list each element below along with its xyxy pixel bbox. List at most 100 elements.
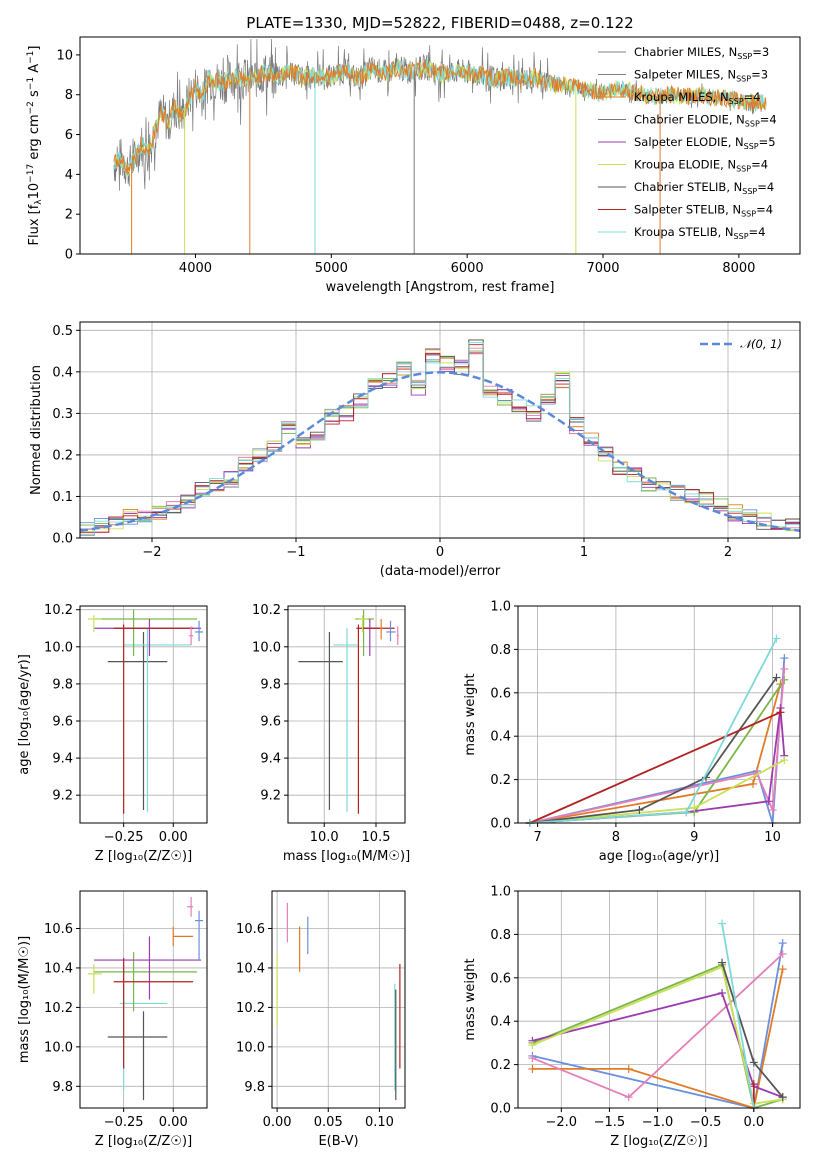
axes-frame <box>517 605 801 824</box>
y-tick-label: 8 <box>65 88 73 103</box>
series-point <box>749 1080 758 1089</box>
y-tick-label: 9.6 <box>260 714 281 729</box>
y-tick-label: 0.2 <box>52 448 73 463</box>
y-tick-label: 10.6 <box>44 922 73 937</box>
errorbar-marker <box>333 628 358 812</box>
y-tick-label: 9.8 <box>52 1080 73 1095</box>
y-tick-label: 0.1 <box>52 490 73 505</box>
series-line <box>529 677 778 824</box>
y-tick-label: 9.6 <box>52 714 73 729</box>
series-point <box>749 1058 758 1067</box>
y-tick-label: 10.2 <box>44 1001 73 1016</box>
y-tick-label: 0.8 <box>490 928 511 943</box>
x-tick-label: 1 <box>580 545 588 560</box>
y-tick-label: 2 <box>65 208 73 223</box>
plot-area-residual_hist <box>79 339 801 536</box>
series-point <box>635 805 644 814</box>
y-tick-label: 10.0 <box>44 640 73 655</box>
errorbar-marker <box>87 963 102 994</box>
x-tick-label: 0.00 <box>159 1115 188 1130</box>
y-tick-label: 10.6 <box>236 922 265 937</box>
series-line <box>529 658 786 824</box>
x-tick-label: −1.0 <box>642 1115 674 1130</box>
series-point <box>780 654 789 663</box>
y-tick-label: 0.6 <box>490 686 511 701</box>
y-tick-label: 10 <box>56 48 73 63</box>
x-tick-label: 0.05 <box>314 1115 343 1130</box>
panel-residual_hist: −2 −1 0 1 2 0.0 0.1 0.2 0.3 0.4 0.5 (data-model)/er… <box>29 321 801 579</box>
plot-area-mass_vs_ebv <box>276 902 401 1101</box>
x-axis-label: mass [log₁₀(M/M☉)] <box>283 849 410 864</box>
y-tick-label: 10.2 <box>252 603 281 618</box>
x-axis-label: Z [log₁₀(Z/Z☉)] <box>95 849 192 864</box>
legend-label: Kroupa STELIB, NSSP=4 <box>634 225 765 241</box>
errorbar-marker <box>113 624 194 814</box>
x-tick-label: 7 <box>533 830 541 845</box>
panel-age_vs_Z: −0.25 0.00 9.2 9.4 9.6 9.8 10.0 10.2 Z [log₁₀(Z/… <box>17 603 208 864</box>
x-tick-label: 10.5 <box>362 830 391 845</box>
series-point <box>776 708 785 717</box>
errorbar-marker <box>93 936 202 1000</box>
errorbar-marker <box>189 626 194 645</box>
errorbar-marker <box>107 631 168 811</box>
axes-frame <box>271 890 406 1109</box>
legend-label: Salpeter STELIB, NSSP=4 <box>634 203 773 219</box>
series-point <box>772 634 781 643</box>
errorbar-marker <box>187 896 194 917</box>
series-line <box>532 965 783 1105</box>
axes-frame <box>79 605 208 824</box>
grid-mass_vs_ebv <box>272 891 405 1108</box>
legend-label: Kroupa MILES, NSSP=4 <box>634 90 760 106</box>
y-axis-label: Flux [fλ10−17 erg cm−2 s−1 A−1] <box>26 46 44 246</box>
series-point <box>528 1054 537 1063</box>
errorbar-marker <box>356 624 395 814</box>
y-tick-label: 0.5 <box>52 324 73 339</box>
panel-age_vs_mass: 10.0 10.5 9.2 9.4 9.6 9.8 10.0 10.2 mass [log₁₀(… <box>252 603 410 864</box>
series-line <box>532 991 784 1099</box>
errorbar-marker <box>107 1011 168 1101</box>
panel-spectrum: 4000 5000 6000 7000 8000 0 2 4 6 8 10 wavelength [A… <box>26 36 801 295</box>
series-point <box>682 808 691 817</box>
errorbar-marker <box>386 620 396 642</box>
plot-area-mass_vs_Z <box>87 896 204 1101</box>
y-tick-label: 0.0 <box>52 532 73 547</box>
y-tick-label: 10.4 <box>236 961 265 976</box>
x-axis-label: age [log₁₀(age/yr)] <box>599 849 720 864</box>
plot-area-age_vs_mass <box>298 609 399 814</box>
spectrum-data-line <box>113 38 767 191</box>
x-tick-label: 9 <box>690 830 698 845</box>
series-point <box>528 1041 537 1050</box>
x-tick-label: 0 <box>436 545 444 560</box>
x-tick-label: −2.0 <box>546 1115 578 1130</box>
x-tick-label: 4000 <box>179 261 212 276</box>
x-axis-label: E(B-V) <box>318 1134 358 1149</box>
y-tick-label: 6 <box>65 128 73 143</box>
panel-mass_weight_vs_Z: −2.0 −1.5 −1.0 −0.5 0.0 0.0 0.2 0.4 0.6 0.8 1.0 Z [… <box>463 885 801 1149</box>
axes-frame <box>79 36 801 255</box>
errorbar-marker <box>195 620 204 642</box>
errorbar-marker <box>195 910 204 961</box>
y-tick-label: 0.3 <box>52 407 73 422</box>
errorbar-marker <box>396 626 399 645</box>
y-tick-label: 1.0 <box>490 600 511 615</box>
y-axis-label: mass weight <box>463 958 478 1040</box>
series-line <box>529 668 786 824</box>
y-tick-label: 10.4 <box>44 961 73 976</box>
series-point <box>778 965 787 974</box>
legend-label: Salpeter MILES, NSSP=3 <box>634 68 768 84</box>
errorbar-marker <box>113 958 194 1069</box>
y-tick-label: 10.0 <box>44 1040 73 1055</box>
y-tick-label: 0.2 <box>490 1058 511 1073</box>
axes-frame <box>287 605 406 824</box>
spectrum-model-line <box>113 59 767 174</box>
legend-label: Kroupa ELODIE, NSSP=4 <box>634 158 768 174</box>
x-axis-label: Z [log₁₀(Z/Z☉)] <box>95 1134 192 1149</box>
x-tick-label: 0.00 <box>159 830 188 845</box>
y-tick-label: 10.0 <box>236 1040 265 1055</box>
y-tick-label: 0.2 <box>490 773 511 788</box>
x-tick-label: 6000 <box>451 261 484 276</box>
y-tick-label: 9.4 <box>52 752 73 767</box>
x-tick-label: 10.0 <box>310 830 339 845</box>
series-point <box>778 1093 787 1102</box>
